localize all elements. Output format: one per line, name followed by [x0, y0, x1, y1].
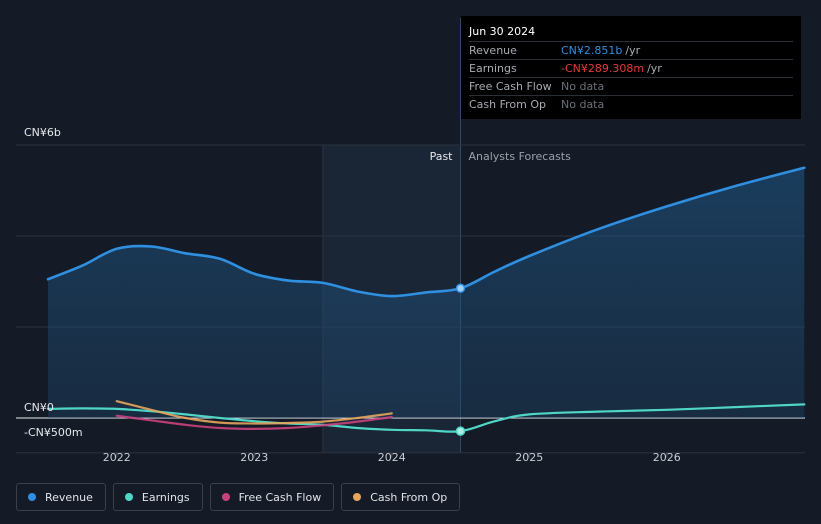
tooltip-panel: Jun 30 2024 Revenue CN¥2.851b /yr Earnin…: [461, 16, 801, 119]
tooltip-value: No data: [561, 98, 605, 111]
earnings-line: [46, 403, 806, 433]
legend-item-earnings[interactable]: Earnings: [112, 483, 203, 511]
tooltip-row-earnings: Earnings -CN¥289.308m /yr: [469, 60, 793, 78]
x-tick-label: 2024: [378, 451, 406, 464]
tooltip-row-free-cash-flow: Free Cash Flow No data: [469, 78, 793, 96]
free-cash-flow-dot-icon: [221, 493, 230, 501]
legend-label: Cash From Op: [370, 490, 448, 504]
tooltip-date: Jun 30 2024: [469, 22, 793, 42]
tooltip-row-cash-from-op: Cash From Op No data: [469, 96, 793, 113]
y-label-bottom: -CN¥500m: [24, 426, 83, 439]
tooltip-row-revenue: Revenue CN¥2.851b /yr: [469, 42, 793, 60]
tooltip-value: -CN¥289.308m: [561, 62, 645, 75]
chart-canvas: CN¥6b CN¥0 -CN¥500m Past Analysts Forecasts 2…: [16, 18, 806, 464]
forecast-label: Analysts Forecasts: [469, 150, 572, 163]
legend-item-revenue[interactable]: Revenue: [16, 483, 106, 511]
tooltip-unit: /yr: [647, 62, 662, 75]
revenue-line: [46, 166, 806, 298]
revenue-dot-icon: [28, 493, 36, 501]
tooltip-label: Cash From Op: [469, 98, 547, 111]
legend-label: Free Cash Flow: [238, 490, 322, 504]
tooltip-value: No data: [561, 80, 605, 93]
free-cash-flow-line: [115, 414, 393, 431]
x-tick-label: 2025: [515, 451, 543, 464]
earnings-marker: [455, 426, 466, 436]
tooltip-label: Free Cash Flow: [469, 80, 552, 93]
earnings-dot-icon: [124, 493, 133, 501]
y-label-top: CN¥6b: [24, 126, 61, 139]
cash-from-op-dot-icon: [353, 493, 362, 501]
tooltip-value: CN¥2.851b: [561, 44, 623, 57]
legend-label: Earnings: [141, 490, 190, 504]
x-tick-label: 2023: [240, 451, 268, 464]
legend-item-free-cash-flow[interactable]: Free Cash Flow: [209, 483, 335, 511]
past-label: Past: [430, 150, 454, 163]
tooltip-label: Earnings: [469, 62, 517, 75]
cash-from-op-line: [115, 400, 393, 425]
legend: Revenue Earnings Free Cash Flow Cash Fro…: [16, 483, 461, 511]
legend-label: Revenue: [45, 490, 93, 504]
revenue-marker: [455, 283, 466, 294]
x-tick-label: 2022: [103, 451, 131, 464]
tooltip-unit: /yr: [625, 44, 641, 57]
y-label-zero: CN¥0: [24, 401, 54, 414]
x-tick-label: 2026: [653, 451, 681, 464]
legend-item-cash-from-op[interactable]: Cash From Op: [341, 483, 461, 511]
tooltip-label: Revenue: [469, 44, 517, 57]
